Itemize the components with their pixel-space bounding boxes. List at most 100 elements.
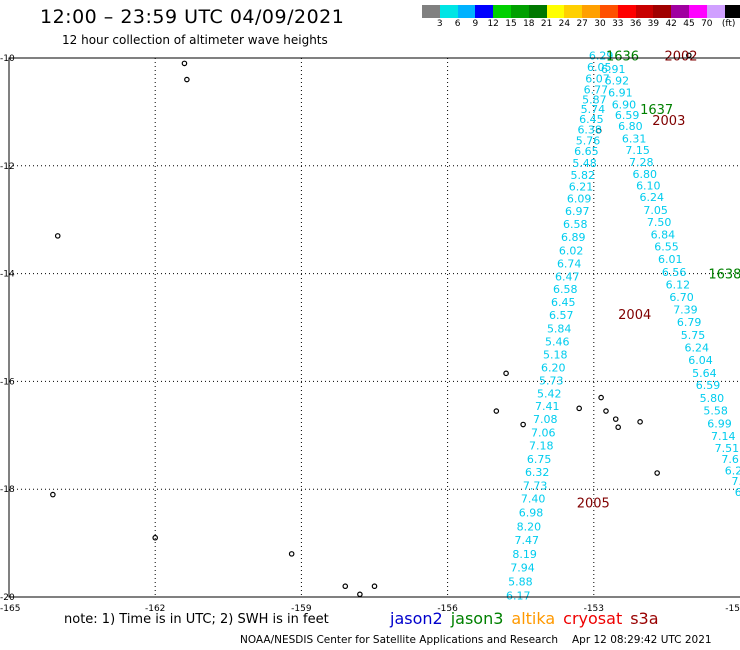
colorbar-tick: 6 [454, 19, 461, 29]
colorbar-tick: 27 [576, 19, 588, 29]
colorbar-tick: 24 [558, 19, 571, 29]
wave-height-value: 6.70 [669, 291, 694, 304]
legend-item-jason2: jason2 [390, 609, 443, 628]
colorbar-swatch [439, 5, 458, 18]
lon-tick-label: -156 [437, 604, 458, 614]
lat-tick-label: -10 [0, 54, 15, 64]
wave-height-value: 5.88 [508, 575, 533, 588]
island-outline [603, 408, 609, 414]
wave-height-value: 6.21 [569, 180, 594, 193]
wave-height-value: 5.73 [539, 374, 564, 387]
wave-height-value: 6.09 [567, 193, 592, 206]
wave-height-value: 6.29 [589, 49, 614, 62]
wave-height-value: 7.51 [715, 442, 740, 455]
lat-tick-label: -18 [0, 485, 15, 495]
wave-height-value: 6.97 [565, 205, 590, 218]
colorbar-tick: 9 [472, 19, 479, 29]
colorbar-swatch [653, 5, 672, 18]
wave-height-value: 6.74 [557, 257, 582, 270]
wave-height-value: 7.47 [515, 534, 540, 547]
colorbar-tick-labels: 3 6 9 12 15 18 21 24 27 30 33 36 39 42 45 70 (ft) [422, 18, 740, 31]
lat-tick-label: -14 [0, 270, 15, 280]
colorbar-swatch [493, 5, 511, 18]
map-title: 12:00 – 23:59 UTC 04/09/2021 [40, 6, 345, 28]
wave-height-value: 7. [732, 475, 740, 488]
wave-height-value: 6.24 [684, 341, 709, 354]
wave-height-value: 5.58 [703, 405, 728, 418]
wave-height-value: 6.80 [633, 168, 658, 181]
wave-height-value: 6.02 [559, 244, 584, 257]
legend-item-s3a: s3a [630, 609, 659, 628]
wave-height-value: 7.05 [643, 204, 668, 217]
credit-text: NOAA/NESDIS Center for Satellite Applica… [240, 634, 558, 646]
colorbar-swatch [724, 5, 740, 18]
colorbar-swatch [475, 5, 494, 18]
island-outline [503, 370, 509, 377]
wave-height-value: 6.98 [519, 506, 544, 519]
pass-time-label: 2004 [618, 308, 651, 323]
wave-height-value: 6.92 [605, 75, 630, 88]
colorbar-tick: 21 [540, 19, 553, 29]
wave-height-value: 6.45 [579, 113, 604, 126]
lon-tick-label: -165 [0, 604, 20, 614]
wave-height-value: 7.50 [647, 216, 672, 229]
legend-item-altika: altika [511, 609, 556, 628]
wave-height-value: 7.6 [721, 453, 739, 466]
island-outline [54, 233, 61, 239]
satellite-legend: jason2 jason3 altika cryosat s3a [390, 609, 667, 628]
wave-height-value: 6.17 [506, 589, 531, 602]
colorbar-swatch [706, 5, 725, 18]
colorbar-swatch [422, 5, 440, 18]
map-frame [8, 57, 740, 598]
wave-height-value: 5.74 [581, 103, 606, 116]
island-outline [50, 491, 56, 498]
colorbar-tick: 45 [683, 19, 695, 29]
wave-height-value: 6.01 [658, 253, 683, 266]
colorbar-tick: 33 [612, 19, 624, 29]
lon-tick-label: -162 [145, 604, 165, 614]
wave-height-value: 6.84 [651, 228, 676, 241]
wave-height-value: 7.08 [533, 413, 558, 426]
wave-height-value: 6.56 [662, 266, 687, 279]
colorbar-swatch [528, 5, 547, 18]
wave-height-value: 7.73 [523, 479, 548, 492]
colorbar-tick: 36 [629, 19, 642, 29]
satellite-track: 6.296.056.076.775.875.746.456.385.766.65… [506, 49, 613, 602]
wave-height-value: 8.20 [517, 520, 542, 533]
island-outline [654, 470, 660, 476]
colorbar-swatch [635, 5, 654, 18]
colorbar-swatch [671, 5, 689, 18]
pass-time-label: 1638 [708, 268, 740, 283]
colorbar-tick: 42 [665, 19, 677, 29]
wave-height-value: 6.91 [608, 86, 633, 99]
colorbar-swatch [510, 5, 529, 18]
lat-tick-label: -12 [0, 162, 15, 172]
wave-height-value: 7.94 [510, 561, 535, 574]
wave-height-value: 6.58 [553, 283, 578, 296]
wave-height-value: 6.58 [563, 218, 588, 231]
altimeter-tracks: 6.296.056.076.775.875.746.456.385.766.65… [506, 49, 740, 602]
wave-height-value: 6.59 [615, 109, 640, 122]
footer-timestamp: Apr 12 08:29:42 UTC 2021 [572, 634, 712, 646]
wave-height-value: 6.05 [587, 61, 612, 74]
colorbar-swatch [457, 5, 476, 18]
wave-height-value: 7.28 [629, 156, 654, 169]
colorbar-tick: 12 [487, 19, 499, 29]
colorbar-tick: 39 [647, 19, 660, 29]
wave-height-value: 6.89 [561, 231, 586, 244]
wave-height-value: 6.65 [574, 145, 599, 158]
pass-time-label: 2005 [577, 497, 610, 512]
island-outline [342, 583, 349, 590]
legend-item-cryosat: cryosat [563, 609, 623, 628]
wave-height-value: 7.06 [531, 427, 556, 440]
colorbar-tick: 30 [594, 19, 606, 29]
colorbar-swatch [582, 5, 600, 18]
island-outline [595, 127, 602, 134]
island-outline [520, 421, 526, 428]
satellite-track: 6.916.926.916.906.596.806.317.157.286.80… [601, 63, 740, 499]
wave-height-value: 5.48 [572, 157, 597, 170]
wave-height-value: 6.12 [666, 278, 691, 291]
wave-height-value: 6.59 [696, 379, 721, 392]
wave-height-value: 6.38 [577, 124, 602, 137]
